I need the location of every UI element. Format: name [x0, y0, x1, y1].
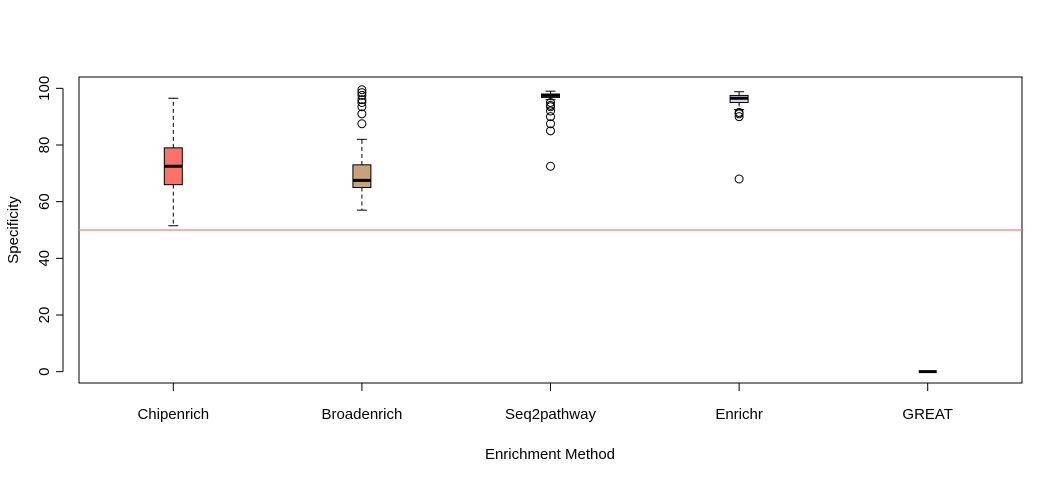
y-tick-label: 0: [36, 367, 53, 375]
outlier-point: [357, 98, 367, 107]
x-tick-label: Enrichr: [715, 406, 763, 423]
outlier-point: [357, 109, 367, 119]
x-axis-label: Enrichment Method: [485, 446, 615, 463]
outlier-point: [546, 161, 555, 171]
outlier-point: [357, 90, 367, 100]
outlier-point: [357, 95, 367, 105]
y-axis: 0 20 40 60 80 100: [36, 76, 64, 376]
box-body: [352, 164, 372, 188]
boxes: [163, 85, 937, 374]
box-seq2pathway: [541, 90, 560, 171]
outlier-point: [546, 100, 555, 110]
outlier-point: [546, 119, 555, 129]
outlier-point: [357, 88, 367, 98]
y-tick-label: 40: [36, 250, 53, 267]
x-tick-label: Chipenrich: [137, 406, 209, 423]
outlier-point: [357, 119, 367, 129]
y-axis-label: Specificity: [5, 196, 22, 264]
box-chipenrich: [163, 97, 183, 227]
outlier-point: [734, 107, 744, 117]
y-tick-label: 80: [36, 137, 53, 154]
y-tick-label: 100: [36, 76, 53, 101]
outlier-point: [546, 98, 555, 107]
x-tick-label: Seq2pathway: [505, 406, 596, 423]
x-axis: Chipenrich Broadenrich Seq2pathway Enrichr G…: [137, 382, 953, 423]
x-tick-label: Broadenrich: [321, 406, 402, 423]
box-enrichr: [729, 91, 749, 184]
box-broadenrich: [352, 85, 372, 211]
outlier-point: [546, 112, 555, 122]
y-tick-label: 20: [36, 307, 53, 324]
outlier-point: [734, 174, 744, 184]
x-tick-label: GREAT: [902, 406, 953, 423]
outlier-point: [734, 112, 744, 122]
outlier-point: [357, 85, 367, 95]
outlier-point: [546, 126, 555, 136]
y-tick-label: 60: [36, 193, 53, 210]
outlier-point: [357, 102, 367, 112]
